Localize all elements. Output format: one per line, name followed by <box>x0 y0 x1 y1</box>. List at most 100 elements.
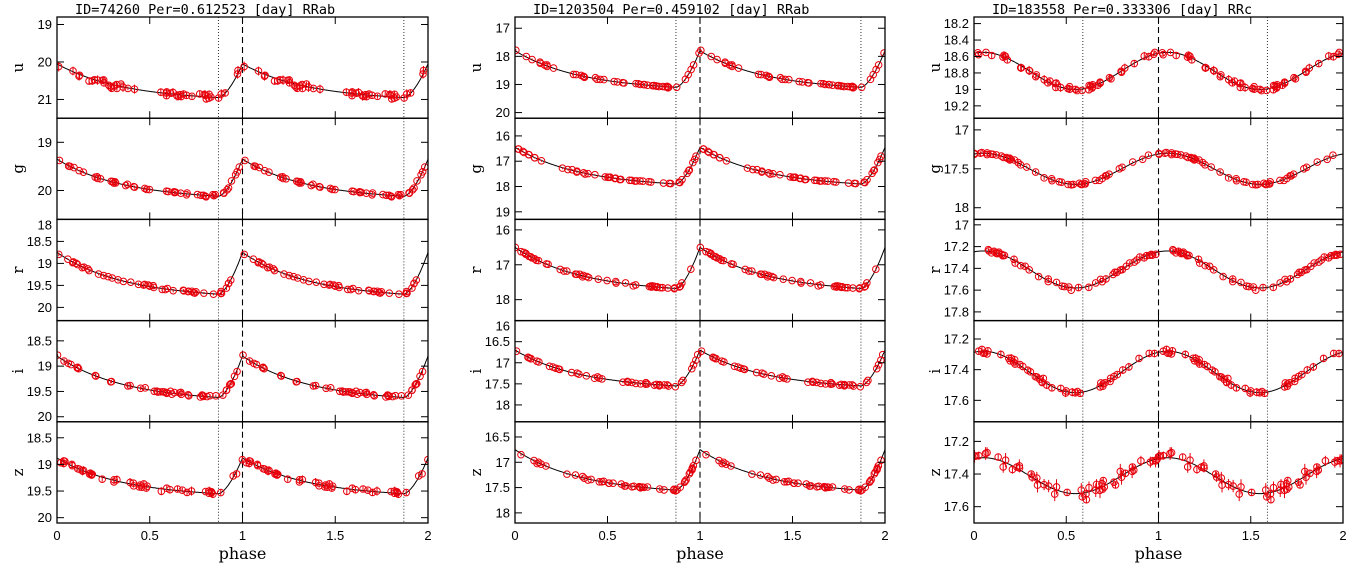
data-point <box>568 165 576 174</box>
data-point <box>1008 465 1017 474</box>
data-point <box>207 93 215 101</box>
data-point <box>743 164 752 172</box>
y-tick-label: 19 <box>496 204 510 219</box>
data-point <box>1025 66 1034 75</box>
data-point <box>549 64 558 72</box>
data-point <box>362 388 371 397</box>
data-point <box>154 388 162 396</box>
data-point <box>1183 53 1192 61</box>
data-point <box>687 265 695 273</box>
data-point <box>1033 474 1041 482</box>
data-point <box>217 289 225 298</box>
data-point <box>261 71 269 80</box>
y-tick-label: 19 <box>38 256 52 271</box>
data-point <box>1060 282 1069 291</box>
data-point <box>710 252 718 261</box>
data-point <box>717 256 726 265</box>
data-point <box>392 93 401 101</box>
data-point <box>124 382 132 390</box>
data-point <box>1172 51 1181 60</box>
data-point <box>326 384 335 392</box>
data-point <box>1111 268 1119 277</box>
data-point <box>1291 374 1299 383</box>
data-point <box>354 88 363 97</box>
panel-g-band: 17 17.5 18 g <box>926 117 1344 221</box>
data-point <box>716 154 724 162</box>
data-point <box>720 358 728 366</box>
data-point <box>387 91 395 99</box>
data-point <box>776 73 785 82</box>
data-point <box>794 479 802 488</box>
data-point <box>60 357 68 365</box>
data-point <box>984 347 992 355</box>
chart-title: ID=74260 Per=0.612523 [day] RRab <box>75 2 335 18</box>
data-point <box>1101 171 1110 180</box>
data-point <box>295 475 304 484</box>
data-point <box>68 460 76 469</box>
data-point <box>578 472 587 481</box>
data-point <box>824 177 832 185</box>
data-point <box>159 388 167 396</box>
data-point <box>572 70 580 79</box>
x-tick-label: 2 <box>1339 528 1346 543</box>
data-point <box>844 82 852 91</box>
y-tick-label: 19 <box>496 77 510 92</box>
y-tick-label: 20 <box>496 105 510 120</box>
data-point <box>1197 463 1206 471</box>
data-point <box>265 168 273 176</box>
data-point <box>331 185 339 194</box>
data-point <box>408 386 416 394</box>
y-tick-label: 17 <box>955 217 969 232</box>
data-point <box>1039 374 1048 383</box>
panel-r-band: 18 18.5 19 19.5 20 r <box>9 217 429 322</box>
data-point <box>404 391 413 399</box>
data-point <box>211 190 220 199</box>
data-point <box>1224 75 1233 84</box>
y-tick-label: 16.5 <box>485 334 510 349</box>
x-tick-label: 0.5 <box>141 528 159 543</box>
data-point <box>348 484 357 493</box>
y-tick-label: 18.5 <box>27 430 52 445</box>
data-point <box>400 94 408 102</box>
data-point <box>1294 478 1303 486</box>
data-point <box>675 178 683 186</box>
data-point <box>348 389 357 398</box>
data-point <box>99 271 108 280</box>
data-point <box>233 367 241 376</box>
data-point <box>672 83 681 92</box>
data-point <box>240 250 249 259</box>
data-point <box>705 148 713 157</box>
data-point <box>1006 357 1014 365</box>
data-point <box>775 374 784 383</box>
data-point <box>858 486 866 494</box>
data-point <box>1067 286 1076 294</box>
y-tick-label: 20 <box>38 510 52 525</box>
data-point <box>183 488 191 497</box>
data-point <box>158 285 167 294</box>
data-point <box>816 281 825 289</box>
data-point <box>603 276 611 285</box>
data-point <box>537 156 546 165</box>
data-point <box>877 356 885 365</box>
band-label-g: g <box>9 164 27 174</box>
data-point <box>682 476 690 484</box>
data-point <box>68 258 77 267</box>
data-point <box>864 376 872 385</box>
data-point <box>322 384 330 393</box>
data-point <box>1006 155 1015 164</box>
data-point <box>80 263 88 271</box>
data-point <box>830 282 839 291</box>
data-point <box>98 76 107 85</box>
data-point <box>790 479 799 487</box>
data-point <box>259 464 267 473</box>
data-point <box>1021 262 1029 271</box>
data-point <box>1210 66 1218 75</box>
x-tick-label: 1 <box>239 528 246 543</box>
data-point <box>219 391 227 399</box>
data-point <box>1018 362 1027 371</box>
data-point <box>1269 483 1278 492</box>
data-point <box>130 85 139 93</box>
data-point <box>860 178 868 186</box>
data-point <box>185 392 193 400</box>
data-point <box>241 156 249 165</box>
